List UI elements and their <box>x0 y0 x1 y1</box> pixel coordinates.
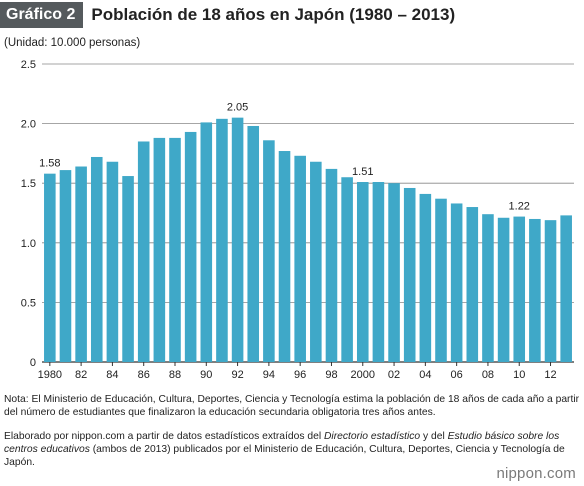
y-tick-label: 1.5 <box>21 178 36 190</box>
y-tick-label: 2.5 <box>21 59 36 71</box>
chart-title: Población de 18 años en Japón (1980 – 20… <box>91 5 456 24</box>
bar <box>231 117 244 362</box>
source-title-estudio: Estudio básico sobre los centros educati… <box>4 431 560 455</box>
note-text: Nota: El Ministerio de Educación, Cultur… <box>4 394 580 418</box>
x-tick-label: 86 <box>138 369 150 381</box>
bar <box>184 131 197 362</box>
bar <box>560 215 572 362</box>
source-suffix: (ambos de 2013) publicados por el Minist… <box>4 444 565 468</box>
source-title-directorio: Directorio estadístico <box>323 431 421 442</box>
data-label: 1.22 <box>509 201 530 213</box>
bar <box>544 220 557 362</box>
brand-logo: nippon.com <box>496 465 576 482</box>
x-tick-label: 2000 <box>351 369 375 381</box>
x-tick-label: 94 <box>263 369 275 381</box>
bar <box>216 118 228 362</box>
bar <box>122 176 134 362</box>
figure-badge: Gráfico 2 <box>0 2 84 28</box>
bar <box>356 182 369 362</box>
x-tick-label: 02 <box>388 369 400 381</box>
x-tick-label: 90 <box>200 369 212 381</box>
bar <box>169 137 181 362</box>
bar <box>44 173 56 362</box>
x-tick-label: 10 <box>513 369 525 381</box>
x-tick-label: 88 <box>169 369 181 381</box>
x-tick-label: 04 <box>419 369 431 381</box>
bar <box>75 166 87 362</box>
x-tick-label: 08 <box>482 369 494 381</box>
bar <box>513 216 526 362</box>
bar <box>325 168 338 362</box>
x-tick-label: 98 <box>325 369 337 381</box>
x-tick-label: 82 <box>75 369 87 381</box>
data-label: 1.58 <box>39 158 60 170</box>
source-text: Elaborado por nippon.com a partir de dat… <box>4 430 582 469</box>
y-tick-label: 2.0 <box>21 119 36 131</box>
unit-label: (Unidad: 10.000 personas) <box>4 37 141 49</box>
bar <box>435 198 447 362</box>
bar <box>294 155 306 362</box>
bar <box>372 182 385 362</box>
bar <box>137 141 150 362</box>
x-tick-label: 84 <box>106 369 118 381</box>
bar <box>59 170 72 362</box>
bar <box>310 161 322 362</box>
bar <box>403 187 416 362</box>
x-tick-label: 06 <box>451 369 463 381</box>
bar <box>497 217 510 362</box>
source-mid: y del <box>420 431 448 442</box>
bar <box>200 122 213 363</box>
bar <box>419 193 432 362</box>
bar <box>106 161 119 362</box>
bar <box>263 140 275 362</box>
y-tick-label: 0 <box>30 357 36 369</box>
data-label: 2.05 <box>227 102 248 114</box>
bar <box>466 207 479 362</box>
y-tick-label: 1.0 <box>21 238 36 250</box>
bar <box>482 214 494 362</box>
data-label: 1.51 <box>352 166 373 178</box>
x-tick-label: 92 <box>231 369 243 381</box>
x-tick-label: 1980 <box>38 369 62 381</box>
bar <box>153 137 166 362</box>
notes-block: Nota: El Ministerio de Educación, Cultur… <box>4 393 582 480</box>
source-prefix: Elaborado por nippon.com a partir de dat… <box>4 431 324 442</box>
bar-chart: 0 0.5 1.0 1.5 2.0 2.5 1980 82 84 86 88 90 92 94 96 98 20… <box>21 59 574 381</box>
bar <box>278 151 291 362</box>
bar <box>247 125 260 362</box>
x-tick-label: 12 <box>544 369 556 381</box>
bar <box>341 177 353 362</box>
chart-header: Gráfico 2 Población de 18 años en Japón … <box>0 2 455 28</box>
y-tick-label: 0.5 <box>21 297 36 309</box>
bar <box>529 218 541 362</box>
x-tick-label: 96 <box>294 369 306 381</box>
bar <box>450 203 463 362</box>
bar <box>90 156 103 362</box>
bar <box>388 183 400 362</box>
